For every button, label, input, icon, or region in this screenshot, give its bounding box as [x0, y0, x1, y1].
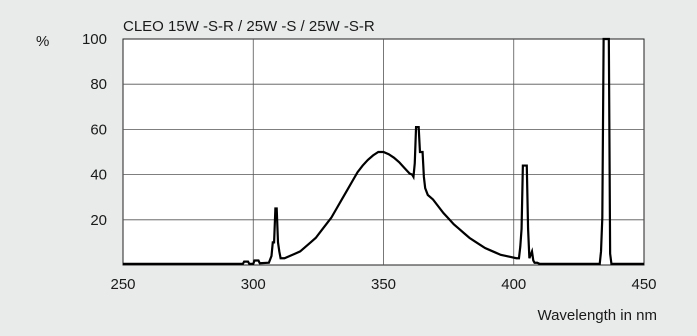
x-tick-label: 250	[110, 276, 135, 293]
x-tick-label: 400	[501, 276, 526, 293]
x-tick-labels: 250 300 350 400 450	[110, 276, 656, 293]
y-tick-label: 80	[90, 76, 107, 93]
x-tick-label: 350	[371, 276, 396, 293]
y-tick-label: 100	[82, 31, 107, 48]
chart-title: CLEO 15W -S-R / 25W -S / 25W -S-R	[123, 18, 375, 35]
series-line	[123, 37, 644, 265]
y-axis-label: %	[36, 33, 49, 50]
y-tick-label: 60	[90, 121, 107, 138]
grid-lines	[123, 39, 644, 265]
y-tick-labels: 20 40 60 80 100	[82, 31, 107, 229]
x-tick-label: 450	[631, 276, 656, 293]
y-tick-label: 40	[90, 167, 107, 184]
x-axis-label: Wavelength in nm	[537, 307, 657, 324]
x-tick-label: 300	[241, 276, 266, 293]
y-tick-label: 20	[90, 212, 107, 229]
